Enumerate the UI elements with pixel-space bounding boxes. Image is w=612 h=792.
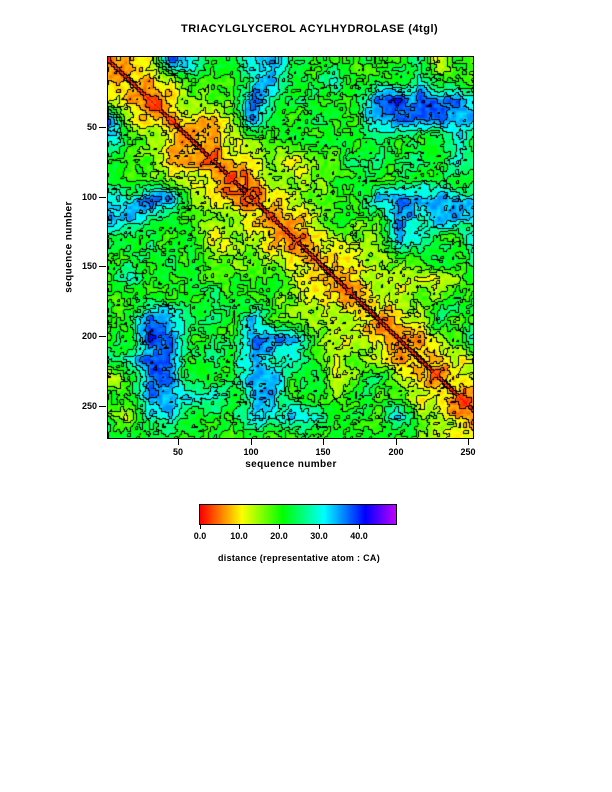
x-tick-mark bbox=[323, 439, 324, 445]
colorbar-tick-mark bbox=[279, 524, 280, 529]
x-tick-mark bbox=[178, 439, 179, 445]
y-tick-mark bbox=[99, 127, 106, 128]
colorbar-tick-mark bbox=[319, 524, 320, 529]
colorbar-tick-label: 40.0 bbox=[350, 531, 368, 541]
y-tick-mark bbox=[99, 336, 106, 337]
x-tick-mark bbox=[468, 439, 469, 445]
x-tick-mark bbox=[396, 439, 397, 445]
chart-title: TRIACYLGLYCEROL ACYLHYDROLASE (4tgl) bbox=[181, 23, 439, 35]
distance-matrix-heatmap bbox=[107, 56, 474, 439]
x-tick-label: 200 bbox=[388, 447, 404, 457]
colorbar-tick-mark bbox=[200, 524, 201, 529]
y-tick-label: 200 bbox=[81, 331, 97, 341]
y-tick-label: 250 bbox=[81, 401, 97, 411]
x-tick-label: 50 bbox=[172, 447, 183, 457]
colorbar bbox=[199, 504, 397, 525]
y-tick-label: 150 bbox=[81, 261, 97, 271]
x-tick-label: 250 bbox=[460, 447, 476, 457]
colorbar-tick-label: 0.0 bbox=[193, 531, 207, 541]
x-tick-mark bbox=[251, 439, 252, 445]
y-tick-mark bbox=[99, 197, 106, 198]
y-tick-mark bbox=[99, 266, 106, 267]
colorbar-label: distance (representative atom : CA) bbox=[217, 553, 381, 563]
colorbar-tick-label: 10.0 bbox=[230, 531, 248, 541]
y-axis-label: sequence number bbox=[63, 201, 75, 293]
y-tick-mark bbox=[99, 406, 106, 407]
colorbar-tick-label: 30.0 bbox=[310, 531, 328, 541]
y-tick-label: 50 bbox=[86, 122, 97, 132]
x-tick-label: 150 bbox=[315, 447, 331, 457]
colorbar-tick-label: 20.0 bbox=[270, 531, 288, 541]
colorbar-tick-mark bbox=[239, 524, 240, 529]
x-tick-label: 100 bbox=[243, 447, 259, 457]
x-axis-label: sequence number bbox=[245, 459, 337, 470]
colorbar-tick-mark bbox=[359, 524, 360, 529]
y-tick-label: 100 bbox=[81, 192, 97, 202]
